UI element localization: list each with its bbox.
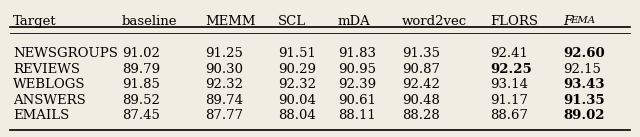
Text: 89.52: 89.52 xyxy=(122,93,160,106)
Text: 91.17: 91.17 xyxy=(490,93,528,106)
Text: 91.35: 91.35 xyxy=(402,47,440,60)
Text: 90.48: 90.48 xyxy=(402,93,440,106)
Text: 91.83: 91.83 xyxy=(338,47,376,60)
Text: ANSWERS: ANSWERS xyxy=(13,93,86,106)
Text: 90.61: 90.61 xyxy=(338,93,376,106)
Text: MEMM: MEMM xyxy=(205,15,255,28)
Text: F: F xyxy=(563,15,572,28)
Text: REVIEWS: REVIEWS xyxy=(13,62,80,75)
Text: 91.35: 91.35 xyxy=(563,93,605,106)
Text: 92.32: 92.32 xyxy=(205,78,243,91)
Text: 92.32: 92.32 xyxy=(278,78,316,91)
Text: 91.25: 91.25 xyxy=(205,47,243,60)
Text: 90.30: 90.30 xyxy=(205,62,243,75)
Text: 92.60: 92.60 xyxy=(563,47,605,60)
Text: 87.77: 87.77 xyxy=(205,109,243,122)
Text: 91.51: 91.51 xyxy=(278,47,316,60)
Text: 92.41: 92.41 xyxy=(490,47,528,60)
Text: 89.74: 89.74 xyxy=(205,93,243,106)
Text: mDA: mDA xyxy=(338,15,371,28)
Text: EMA: EMA xyxy=(570,16,596,25)
Text: 88.67: 88.67 xyxy=(490,109,528,122)
Text: 92.42: 92.42 xyxy=(402,78,440,91)
Text: baseline: baseline xyxy=(122,15,177,28)
Text: NEWSGROUPS: NEWSGROUPS xyxy=(13,47,118,60)
Text: word2vec: word2vec xyxy=(402,15,467,28)
Text: 92.15: 92.15 xyxy=(563,62,601,75)
Text: 90.29: 90.29 xyxy=(278,62,316,75)
Text: 92.39: 92.39 xyxy=(338,78,376,91)
Text: 92.25: 92.25 xyxy=(490,62,532,75)
Text: 90.95: 90.95 xyxy=(338,62,376,75)
Text: 88.04: 88.04 xyxy=(278,109,316,122)
Text: FLORS: FLORS xyxy=(490,15,538,28)
Text: 93.14: 93.14 xyxy=(490,78,528,91)
Text: 89.02: 89.02 xyxy=(563,109,605,122)
Text: EMAILS: EMAILS xyxy=(13,109,69,122)
Text: 93.43: 93.43 xyxy=(563,78,605,91)
Text: 89.79: 89.79 xyxy=(122,62,160,75)
Text: 87.45: 87.45 xyxy=(122,109,160,122)
Text: WEBLOGS: WEBLOGS xyxy=(13,78,86,91)
Text: 88.28: 88.28 xyxy=(402,109,440,122)
Text: Target: Target xyxy=(13,15,56,28)
Text: 91.02: 91.02 xyxy=(122,47,160,60)
Text: SCL: SCL xyxy=(278,15,306,28)
Text: 91.85: 91.85 xyxy=(122,78,160,91)
Text: 88.11: 88.11 xyxy=(338,109,376,122)
Text: 90.87: 90.87 xyxy=(402,62,440,75)
Text: 90.04: 90.04 xyxy=(278,93,316,106)
